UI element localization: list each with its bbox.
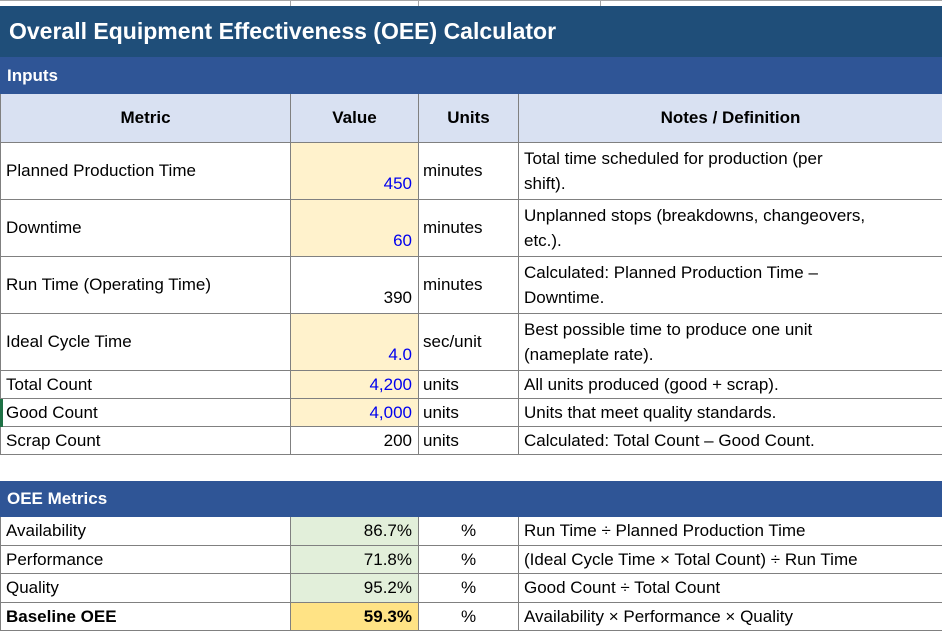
- value-cell-availability[interactable]: 86.7%: [291, 517, 419, 546]
- notes-cell-baseline-oee[interactable]: Availability × Performance × Quality: [519, 603, 942, 631]
- gridline-tick: [600, 1, 601, 6]
- metric-cell-performance[interactable]: Performance: [1, 546, 291, 574]
- notes-cell-planned-production-time[interactable]: Total time scheduled for production (per…: [519, 143, 942, 200]
- value-cell-quality[interactable]: 95.2%: [291, 574, 419, 603]
- metric-cell-quality[interactable]: Quality: [1, 574, 291, 603]
- notes-cell-good-count[interactable]: Units that meet quality standards.: [519, 399, 942, 427]
- units-cell-scrap-count[interactable]: units: [419, 427, 519, 455]
- units-cell-ideal-cycle-time[interactable]: sec/unit: [419, 314, 519, 371]
- value-cell-good-count[interactable]: 4,000: [291, 399, 419, 427]
- notes-cell-downtime[interactable]: Unplanned stops (breakdowns, changeovers…: [519, 200, 942, 257]
- metric-cell-good-count[interactable]: Good Count: [1, 399, 291, 427]
- metric-cell-ideal-cycle-time[interactable]: Ideal Cycle Time: [1, 314, 291, 371]
- value-cell-performance[interactable]: 71.8%: [291, 546, 419, 574]
- inputs-table: Metric Value Units Notes / Definition Pl…: [0, 94, 942, 455]
- value-cell-total-count[interactable]: 4,200: [291, 371, 419, 399]
- metric-cell-scrap-count[interactable]: Scrap Count: [1, 427, 291, 455]
- column-header-value: Value: [291, 94, 419, 143]
- value-cell-downtime[interactable]: 60: [291, 200, 419, 257]
- notes-cell-ideal-cycle-time[interactable]: Best possible time to produce one unit (…: [519, 314, 942, 371]
- notes-cell-total-count[interactable]: All units produced (good + scrap).: [519, 371, 942, 399]
- value-cell-planned-production-time[interactable]: 450: [291, 143, 419, 200]
- units-cell-performance[interactable]: %: [419, 546, 519, 574]
- gridline-tick: [418, 1, 419, 6]
- units-cell-availability[interactable]: %: [419, 517, 519, 546]
- column-header-notes: Notes / Definition: [519, 94, 942, 143]
- metric-cell-baseline-oee[interactable]: Baseline OEE: [1, 603, 291, 631]
- notes-cell-availability[interactable]: Run Time ÷ Planned Production Time: [519, 517, 942, 546]
- units-cell-run-time[interactable]: minutes: [419, 257, 519, 314]
- value-cell-run-time[interactable]: 390: [291, 257, 419, 314]
- page-title: Overall Equipment Effectiveness (OEE) Ca…: [0, 6, 942, 57]
- metric-cell-planned-production-time[interactable]: Planned Production Time: [1, 143, 291, 200]
- column-header-metric: Metric: [1, 94, 291, 143]
- value-cell-baseline-oee[interactable]: 59.3%: [291, 603, 419, 631]
- metric-cell-run-time[interactable]: Run Time (Operating Time): [1, 257, 291, 314]
- value-cell-scrap-count[interactable]: 200: [291, 427, 419, 455]
- metric-cell-availability[interactable]: Availability: [1, 517, 291, 546]
- units-cell-quality[interactable]: %: [419, 574, 519, 603]
- units-cell-baseline-oee[interactable]: %: [419, 603, 519, 631]
- units-cell-downtime[interactable]: minutes: [419, 200, 519, 257]
- notes-cell-run-time[interactable]: Calculated: Planned Production Time – Do…: [519, 257, 942, 314]
- gridline-tick: [290, 1, 291, 6]
- metric-cell-total-count[interactable]: Total Count: [1, 371, 291, 399]
- value-cell-ideal-cycle-time[interactable]: 4.0: [291, 314, 419, 371]
- inputs-section-header: Inputs: [0, 57, 942, 94]
- selection-indicator: [0, 399, 3, 427]
- column-header-units: Units: [419, 94, 519, 143]
- units-cell-good-count[interactable]: units: [419, 399, 519, 427]
- units-cell-total-count[interactable]: units: [419, 371, 519, 399]
- units-cell-planned-production-time[interactable]: minutes: [419, 143, 519, 200]
- oee-metrics-table: Availability 86.7% % Run Time ÷ Planned …: [0, 517, 942, 631]
- metric-cell-downtime[interactable]: Downtime: [1, 200, 291, 257]
- notes-cell-quality[interactable]: Good Count ÷ Total Count: [519, 574, 942, 603]
- notes-cell-scrap-count[interactable]: Calculated: Total Count – Good Count.: [519, 427, 942, 455]
- notes-cell-performance[interactable]: (Ideal Cycle Time × Total Count) ÷ Run T…: [519, 546, 942, 574]
- spacer-row: [0, 455, 942, 481]
- oee-metrics-section-header: OEE Metrics: [0, 481, 942, 517]
- spreadsheet-top-gridline-strip: [0, 0, 942, 6]
